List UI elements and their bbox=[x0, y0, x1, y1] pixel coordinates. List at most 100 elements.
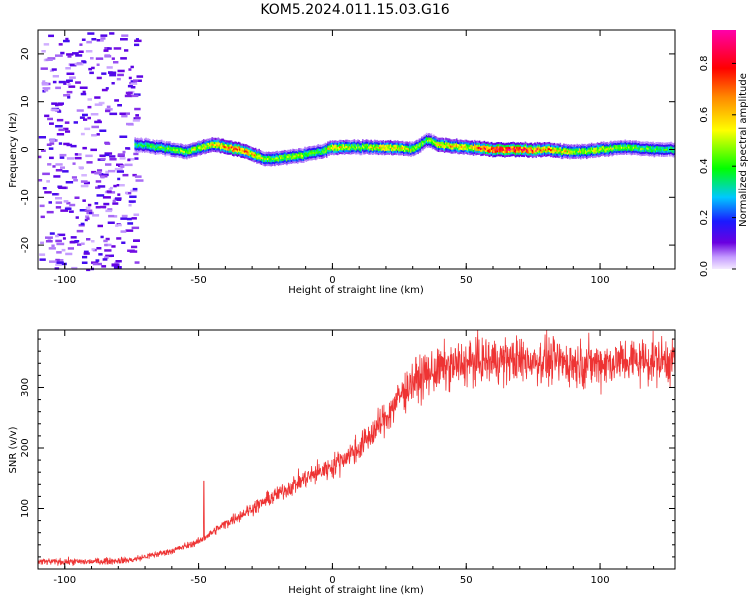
signal-cell bbox=[589, 156, 592, 159]
signal-cell bbox=[383, 149, 386, 152]
signal-cell bbox=[374, 141, 376, 144]
signal-cell bbox=[418, 150, 421, 153]
signal-cell bbox=[570, 144, 572, 147]
signal-cell bbox=[335, 148, 338, 151]
noise-cell bbox=[114, 167, 123, 171]
signal-cell bbox=[364, 142, 366, 145]
noise-cell bbox=[96, 39, 101, 42]
signal-cell bbox=[305, 153, 307, 156]
signal-cell bbox=[428, 145, 430, 148]
noise-cell bbox=[128, 68, 132, 71]
signal-cell bbox=[522, 148, 524, 151]
signal-cell bbox=[669, 150, 671, 153]
signal-cell bbox=[541, 152, 543, 156]
signal-cell bbox=[274, 164, 276, 167]
signal-cell bbox=[440, 143, 442, 146]
signal-cell bbox=[610, 150, 612, 153]
signal-cell bbox=[246, 150, 248, 153]
signal-cell bbox=[343, 142, 346, 145]
noise-cell bbox=[121, 114, 128, 118]
signal-cell bbox=[318, 150, 321, 153]
signal-cell bbox=[299, 160, 301, 163]
signal-cell bbox=[341, 152, 344, 155]
signal-cell bbox=[496, 150, 499, 153]
signal-cell bbox=[371, 148, 374, 151]
signal-cell bbox=[135, 138, 138, 141]
signal-cell bbox=[265, 155, 268, 158]
signal-cell bbox=[574, 144, 576, 147]
signal-cell bbox=[516, 154, 518, 157]
signal-cell bbox=[669, 144, 671, 147]
signal-cell bbox=[582, 144, 584, 147]
signal-cell bbox=[464, 147, 466, 150]
signal-cell bbox=[482, 149, 484, 152]
signal-cell bbox=[275, 157, 277, 160]
signal-cell bbox=[239, 154, 241, 157]
signal-cell bbox=[507, 144, 510, 147]
signal-cell bbox=[347, 150, 350, 153]
signal-cell bbox=[499, 146, 501, 149]
signal-cell bbox=[475, 145, 477, 148]
signal-cell bbox=[337, 144, 340, 147]
signal-cell bbox=[657, 145, 659, 149]
signal-cell bbox=[409, 147, 411, 150]
signal-cell bbox=[665, 142, 668, 145]
signal-cell bbox=[237, 141, 240, 144]
signal-cell bbox=[383, 141, 386, 144]
signal-cell bbox=[315, 154, 317, 157]
signal-cell bbox=[138, 144, 140, 147]
signal-cell bbox=[507, 142, 510, 145]
signal-cell bbox=[304, 152, 306, 155]
signal-cell bbox=[642, 143, 645, 146]
signal-cell bbox=[531, 143, 534, 146]
signal-cell bbox=[205, 151, 207, 154]
signal-cell bbox=[182, 148, 185, 151]
signal-cell bbox=[376, 148, 378, 151]
signal-cell bbox=[431, 135, 434, 138]
signal-cell bbox=[440, 139, 442, 142]
signal-cell bbox=[384, 140, 387, 143]
signal-cell bbox=[298, 160, 300, 163]
signal-cell bbox=[468, 144, 470, 147]
noise-cell bbox=[106, 105, 111, 109]
signal-cell bbox=[431, 147, 434, 150]
signal-cell bbox=[280, 157, 282, 160]
signal-cell bbox=[634, 152, 636, 155]
signal-cell bbox=[672, 153, 675, 156]
signal-cell bbox=[181, 147, 183, 151]
signal-cell bbox=[402, 143, 405, 146]
signal-cell bbox=[410, 148, 412, 151]
signal-cell bbox=[596, 150, 599, 153]
signal-cell bbox=[482, 147, 484, 150]
signal-cell bbox=[561, 150, 564, 153]
signal-cell bbox=[480, 151, 482, 155]
signal-cell bbox=[543, 144, 546, 147]
signal-cell bbox=[430, 135, 433, 138]
noise-cell bbox=[85, 206, 91, 210]
noise-cell bbox=[130, 82, 138, 85]
signal-cell bbox=[648, 154, 651, 157]
signal-cell bbox=[437, 141, 440, 144]
signal-cell bbox=[136, 141, 139, 144]
signal-cell bbox=[134, 143, 136, 146]
signal-cell bbox=[343, 150, 346, 153]
signal-cell bbox=[500, 148, 503, 151]
signal-cell bbox=[296, 153, 299, 156]
signal-cell bbox=[577, 150, 580, 153]
signal-cell bbox=[241, 143, 244, 146]
signal-cell bbox=[601, 145, 604, 149]
signal-cell bbox=[630, 147, 633, 150]
signal-cell bbox=[617, 146, 619, 149]
signal-cell bbox=[458, 144, 460, 147]
signal-cell bbox=[294, 151, 297, 154]
signal-cell bbox=[348, 142, 351, 145]
signal-cell bbox=[152, 139, 154, 142]
signal-cell bbox=[540, 151, 542, 154]
signal-cell bbox=[554, 149, 557, 152]
signal-cell bbox=[460, 149, 463, 152]
signal-cell bbox=[593, 145, 595, 148]
signal-cell bbox=[329, 150, 332, 153]
signal-cell bbox=[541, 148, 543, 151]
signal-cell bbox=[436, 141, 439, 144]
signal-cell bbox=[380, 142, 382, 145]
